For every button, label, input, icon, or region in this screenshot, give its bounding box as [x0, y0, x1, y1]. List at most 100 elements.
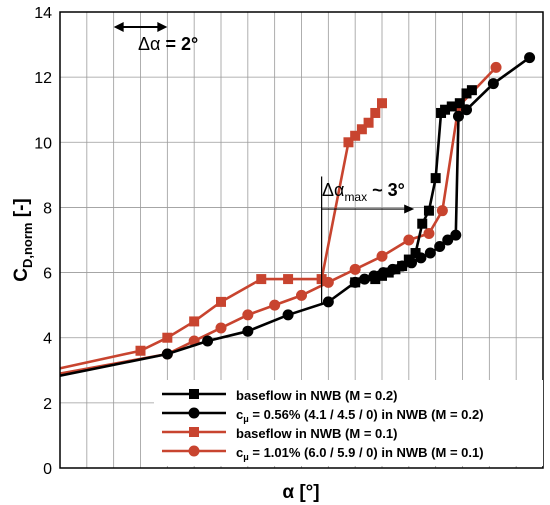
- legend-cmu-101-rest: = 1.01% (6.0 / 5.9 / 0) in NWB (M = 0.1): [249, 445, 484, 460]
- series-3-point: [256, 274, 267, 285]
- series-3-point: [216, 296, 226, 307]
- series-3-point: [356, 124, 367, 135]
- series-4-point: [490, 61, 502, 73]
- series-3-point: [135, 345, 146, 356]
- series-4-point: [423, 227, 435, 239]
- series-2-point: [450, 229, 462, 241]
- legend-marker: [189, 427, 199, 437]
- annotation-delta-alpha-max-sub: max: [344, 190, 367, 204]
- series-1-point: [461, 88, 472, 99]
- legend-entry-cmu-101-m01: cμ = 1.01% (6.0 / 5.9 / 0) in NWB (M = 0…: [236, 445, 484, 462]
- y-tick-label: 4: [43, 331, 52, 348]
- series-2-point: [434, 241, 446, 253]
- annotation-delta-alpha-2: Δα = 2°: [138, 34, 198, 54]
- legend-markers: [162, 389, 226, 457]
- y-axis-title-main: C: [11, 268, 32, 282]
- series-2-point: [452, 110, 464, 122]
- annotation-delta-alpha-max-rest: ~ 3°: [367, 180, 405, 200]
- series-layer: [60, 52, 536, 378]
- y-tick-label: 12: [34, 70, 52, 87]
- annotation-delta-alpha-max-lead: Δα: [322, 180, 344, 200]
- y-tick-label: 2: [43, 396, 52, 413]
- y-axis-title: CD,norm [-]: [11, 198, 35, 282]
- series-3-point: [189, 316, 200, 327]
- series-3: [60, 98, 387, 370]
- legend-entry-baseflow-m01: baseflow in NWB (M = 0.1): [236, 426, 397, 441]
- series-2-point: [387, 263, 399, 275]
- annotation-arrow-head-left: [113, 22, 124, 32]
- series-2-point: [161, 348, 173, 360]
- series-3-point: [350, 130, 361, 141]
- series-2-point: [442, 234, 454, 246]
- series-3-point: [283, 274, 294, 285]
- series-2-point: [322, 296, 334, 308]
- series-3-point: [377, 98, 387, 109]
- legend-cmu-101-lead: c: [236, 445, 243, 460]
- y-axis-title-sub: D,norm: [20, 223, 35, 269]
- series-4-point: [215, 322, 227, 334]
- annotation-arrow-head-right: [157, 22, 168, 32]
- series-1-point: [454, 98, 465, 109]
- series-2-point: [461, 104, 473, 116]
- series-1-point: [440, 104, 451, 115]
- y-tick-label: 8: [43, 200, 52, 217]
- y-tick-label: 14: [34, 5, 52, 22]
- series-2-point: [377, 267, 389, 279]
- series-2-point: [368, 270, 380, 282]
- legend-marker: [188, 445, 200, 457]
- series-2-point: [359, 273, 371, 285]
- series-2-point: [202, 335, 214, 347]
- legend-cmu-101-sub: μ: [243, 452, 249, 462]
- series-2-point: [487, 78, 499, 90]
- y-axis-title-unit: [-]: [11, 198, 32, 222]
- legend-marker: [189, 389, 199, 399]
- legend-entry-cmu-056-m02: cμ = 0.56% (4.1 / 4.5 / 0) in NWB (M = 0…: [236, 407, 484, 424]
- svg-text:Δαmax ~ 3°: Δαmax ~ 3°: [322, 180, 405, 204]
- series-2-point: [524, 52, 536, 64]
- annotation-delta-alpha-2-rest: = 2°: [160, 34, 198, 54]
- series-4-point: [403, 234, 415, 246]
- series-3-point: [162, 332, 173, 343]
- series-2-point: [415, 252, 427, 264]
- series-4-point: [436, 205, 448, 217]
- y-tick-label: 10: [34, 135, 52, 152]
- series-2-point: [396, 260, 408, 272]
- svg-text:Δα = 2°: Δα = 2°: [138, 34, 198, 54]
- series-4: [60, 61, 502, 375]
- series-3-point: [370, 107, 381, 118]
- legend-marker: [188, 407, 200, 419]
- plot-frame: [59, 11, 544, 469]
- y-tick-labels: 0 2 4 6 8 10 12 14: [34, 5, 52, 478]
- series-4-point: [376, 250, 388, 262]
- series-1-point: [466, 85, 477, 96]
- y-tick-label: 6: [43, 266, 52, 283]
- series-1-point: [417, 218, 428, 229]
- series-4-point: [269, 299, 281, 311]
- series-1-point: [423, 205, 434, 216]
- series-1-point: [410, 248, 421, 259]
- legend-entry-baseflow-m02: baseflow in NWB (M = 0.2): [236, 388, 397, 403]
- series-2-point: [282, 309, 294, 321]
- x-axis-title: α [°]: [282, 482, 319, 503]
- legend-cmu-056-rest: = 0.56% (4.1 / 4.5 / 0) in NWB (M = 0.2): [249, 407, 484, 422]
- series-2: [60, 52, 536, 378]
- series-2-point: [406, 257, 418, 269]
- series-3-point: [363, 117, 374, 128]
- annotation-layer: [113, 22, 415, 306]
- series-3-point: [343, 137, 354, 148]
- legend-cmu-056-lead: c: [236, 407, 243, 422]
- series-1-point: [430, 173, 441, 184]
- annotation-delta-alpha-2-lead: Δα: [138, 34, 160, 54]
- series-1-point: [446, 101, 457, 112]
- series-4-point: [296, 289, 307, 301]
- series-4-point: [242, 309, 254, 321]
- series-4-point: [349, 263, 361, 275]
- annotation-bracket-arrow-head: [404, 204, 415, 214]
- y-tick-label: 0: [43, 461, 52, 478]
- annotation-delta-alpha-max: Δαmax ~ 3°: [322, 180, 405, 204]
- series-4-point: [322, 276, 334, 288]
- series-2-point: [242, 325, 254, 337]
- legend-cmu-056-sub: μ: [243, 414, 249, 424]
- series-2-point: [424, 247, 436, 259]
